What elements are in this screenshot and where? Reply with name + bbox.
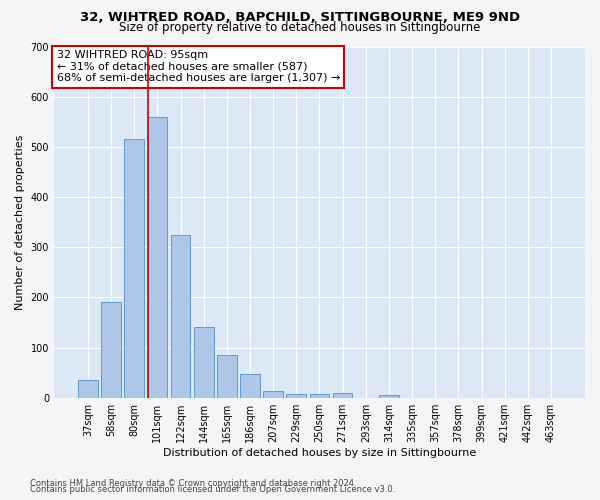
Text: 32, WIHTRED ROAD, BAPCHILD, SITTINGBOURNE, ME9 9ND: 32, WIHTRED ROAD, BAPCHILD, SITTINGBOURN… [80,11,520,24]
Bar [148,116,167,398]
Bar [217,355,236,398]
Bar [240,374,260,398]
Bar [101,302,121,398]
Bar [78,380,98,398]
Bar [124,140,144,398]
Bar [310,394,329,398]
Bar [170,234,190,398]
Bar [286,394,306,398]
Text: Contains HM Land Registry data © Crown copyright and database right 2024.: Contains HM Land Registry data © Crown c… [30,478,356,488]
Text: 32 WIHTRED ROAD: 95sqm
← 31% of detached houses are smaller (587)
68% of semi-de: 32 WIHTRED ROAD: 95sqm ← 31% of detached… [56,50,340,83]
Text: Contains public sector information licensed under the Open Government Licence v3: Contains public sector information licen… [30,485,395,494]
Bar [379,394,399,398]
X-axis label: Distribution of detached houses by size in Sittingbourne: Distribution of detached houses by size … [163,448,476,458]
Bar [194,328,214,398]
Y-axis label: Number of detached properties: Number of detached properties [15,134,25,310]
Text: Size of property relative to detached houses in Sittingbourne: Size of property relative to detached ho… [119,22,481,35]
Bar [333,392,352,398]
Bar [263,391,283,398]
